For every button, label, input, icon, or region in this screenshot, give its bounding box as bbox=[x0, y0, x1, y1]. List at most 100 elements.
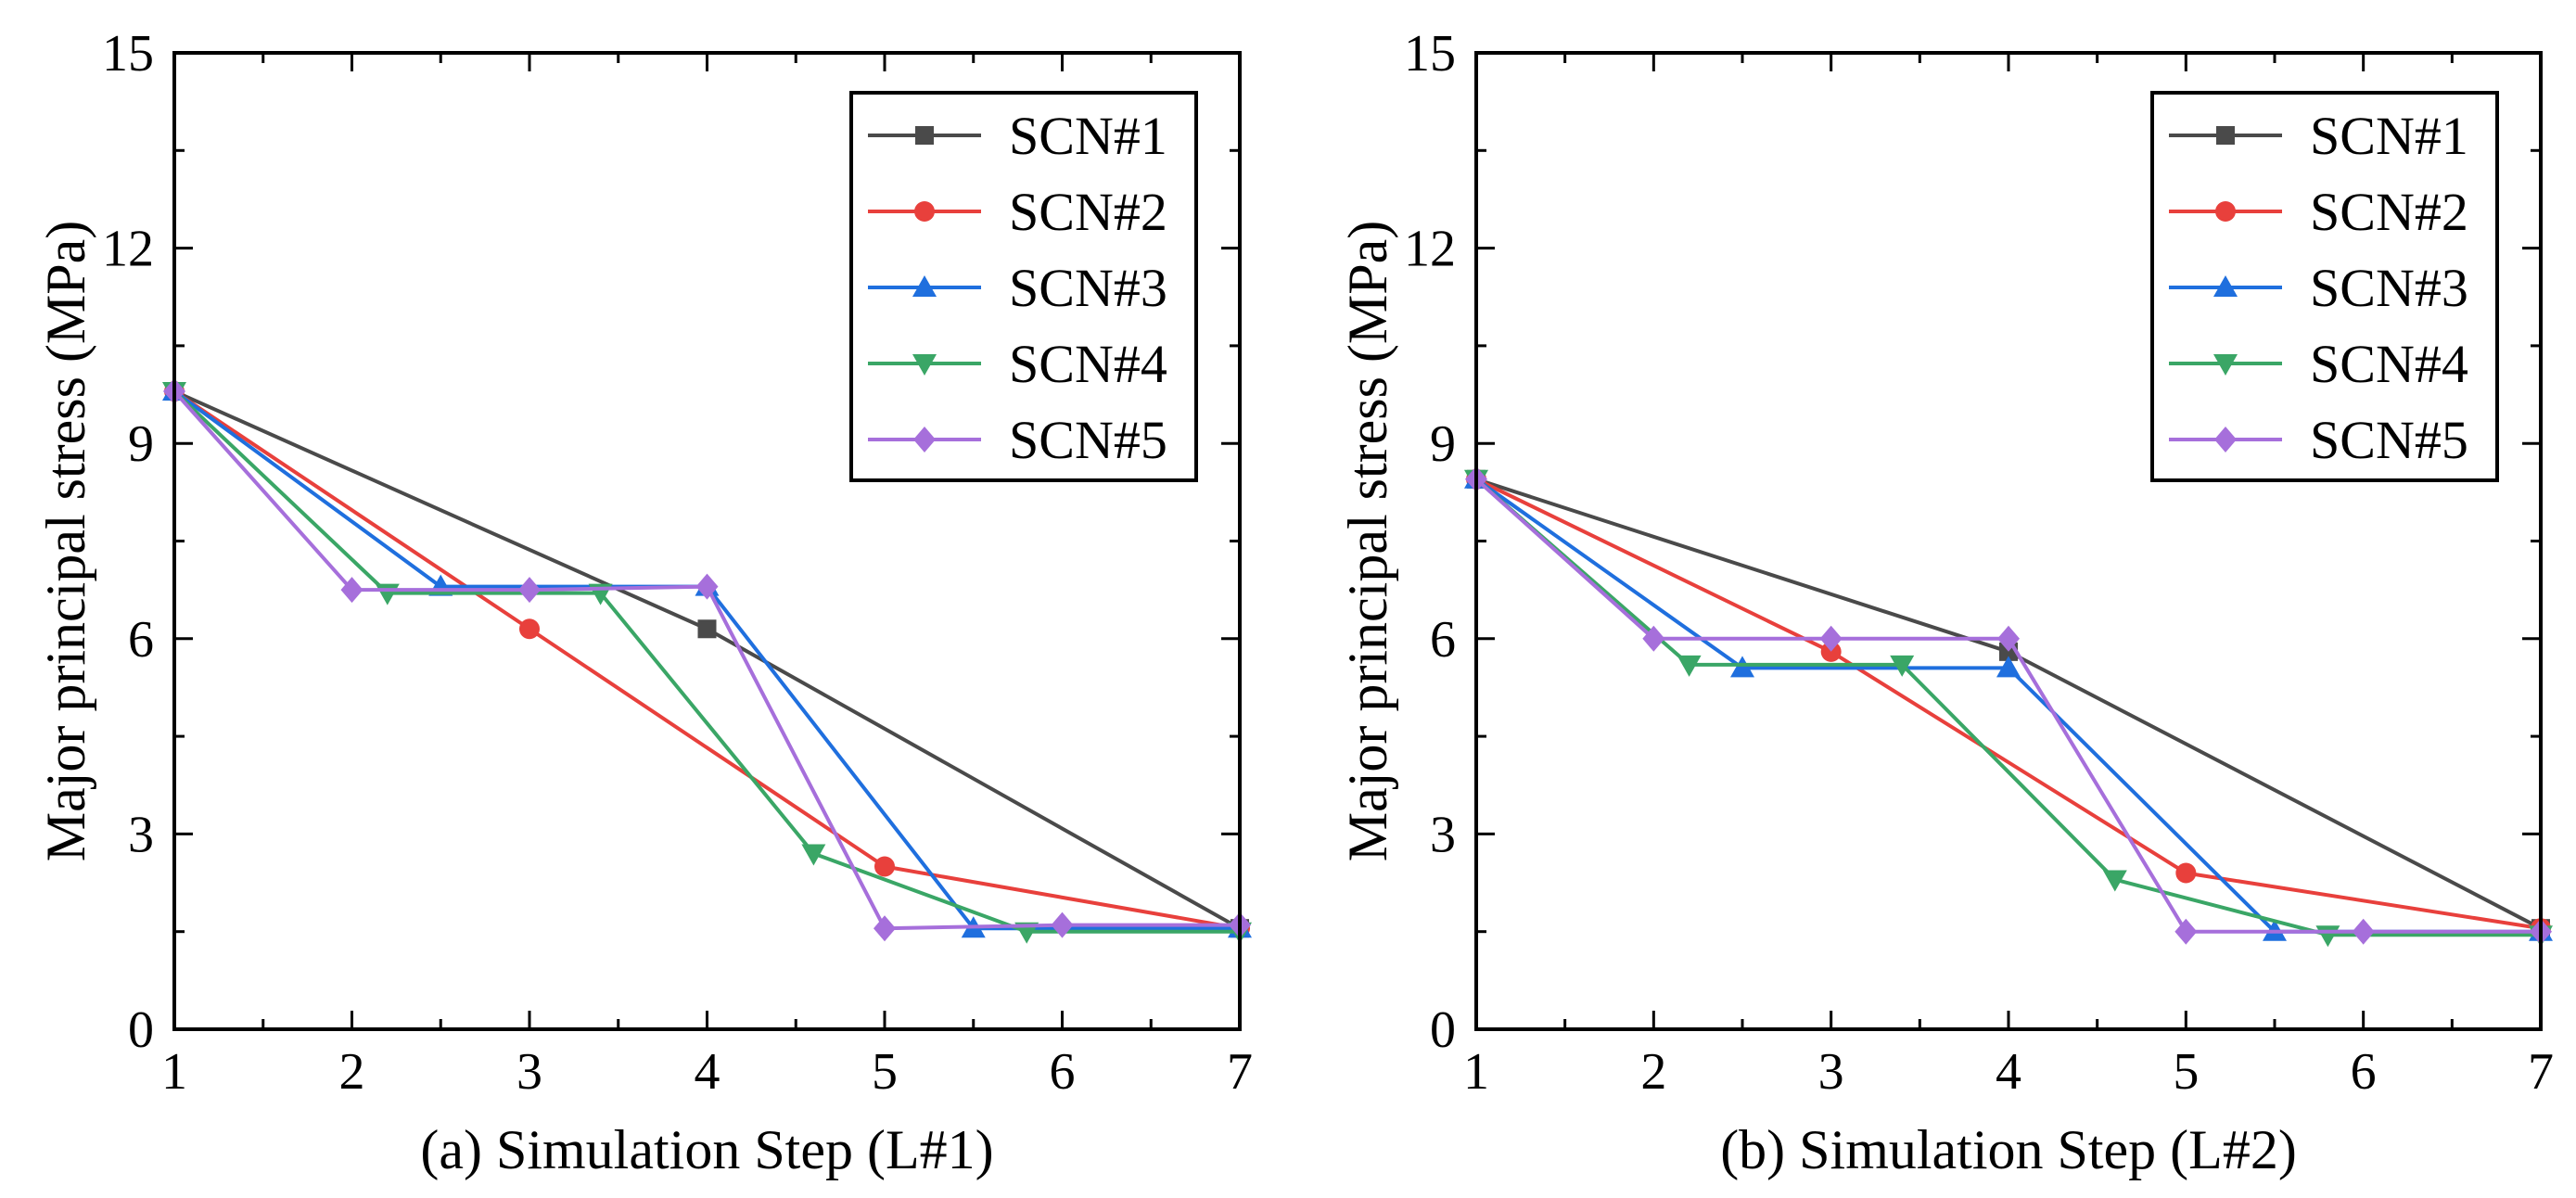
legend-marker bbox=[915, 126, 934, 145]
x-tick-label: 5 bbox=[2173, 1043, 2199, 1101]
chart-b-frame bbox=[1474, 51, 2543, 1031]
legend-item: SCN#3 bbox=[2169, 258, 2468, 318]
chart-b-ylabel: Major principal stress (MPa) bbox=[1337, 221, 1398, 862]
x-tick-label: 3 bbox=[516, 1043, 542, 1101]
data-point bbox=[1819, 625, 1843, 652]
series-SCN#3 bbox=[1464, 466, 2553, 941]
data-point bbox=[2102, 870, 2127, 892]
x-tick-label: 7 bbox=[2528, 1043, 2554, 1101]
legend-item: SCN#2 bbox=[868, 182, 1167, 242]
legend-marker bbox=[914, 201, 935, 222]
legend-label: SCN#2 bbox=[2310, 182, 2468, 242]
data-point bbox=[1890, 655, 1915, 677]
x-tick-label: 3 bbox=[1818, 1043, 1844, 1101]
data-point bbox=[874, 856, 895, 877]
series-line bbox=[172, 389, 1241, 931]
legend-marker bbox=[912, 275, 937, 297]
x-tick-label: 4 bbox=[1996, 1043, 2021, 1101]
legend-item: SCN#4 bbox=[868, 334, 1167, 394]
y-tick-label: 12 bbox=[1404, 221, 1456, 278]
series-line bbox=[1474, 478, 2541, 937]
legend-item: SCN#1 bbox=[2169, 106, 2468, 166]
y-tick-label: 15 bbox=[102, 25, 154, 83]
data-point bbox=[2174, 918, 2198, 945]
data-point bbox=[1820, 641, 1842, 662]
legend-label: SCN#4 bbox=[2310, 334, 2468, 394]
legend-label: SCN#1 bbox=[2310, 106, 2468, 166]
chart-a-frame bbox=[172, 51, 1242, 1031]
y-tick-label: 3 bbox=[1430, 806, 1456, 863]
data-point bbox=[801, 844, 826, 866]
data-point bbox=[695, 573, 719, 600]
legend-label: SCN#3 bbox=[2310, 258, 2468, 318]
chart-b-xlabel: (b) Simulation Step (L#2) bbox=[1720, 1119, 2297, 1180]
data-point bbox=[697, 619, 717, 639]
legend-marker bbox=[912, 354, 937, 376]
legend-marker bbox=[2213, 275, 2238, 297]
series-SCN#4 bbox=[1464, 469, 2553, 948]
legend-label: SCN#3 bbox=[1009, 258, 1167, 318]
legend-label: SCN#4 bbox=[1009, 334, 1167, 394]
data-point bbox=[519, 618, 540, 640]
chart-a-xlabel: (a) Simulation Step (L#1) bbox=[420, 1119, 993, 1180]
y-tick-label: 6 bbox=[1430, 611, 1456, 669]
legend-marker bbox=[2213, 354, 2238, 376]
legend-label: SCN#1 bbox=[1009, 106, 1167, 166]
series-line bbox=[1474, 478, 2541, 934]
legend-marker bbox=[2215, 201, 2236, 222]
legend-item: SCN#2 bbox=[2169, 182, 2468, 242]
series-SCN#5 bbox=[1465, 465, 2552, 945]
series-line bbox=[1475, 477, 2542, 930]
legend-item: SCN#5 bbox=[2169, 410, 2468, 470]
data-point bbox=[518, 577, 541, 604]
x-tick-label: 6 bbox=[1050, 1043, 1076, 1101]
y-tick-label: 12 bbox=[102, 221, 154, 278]
y-tick-label: 3 bbox=[128, 806, 154, 863]
x-tick-label: 2 bbox=[1640, 1043, 1666, 1101]
chart-a-legend: SCN#1 SCN#2 SCN#3 SCN#4 SCN#5 bbox=[849, 91, 1198, 482]
series-SCN#2 bbox=[1466, 468, 2551, 939]
x-tick-label: 6 bbox=[2351, 1043, 2377, 1101]
series-line bbox=[1475, 478, 2542, 931]
data-point bbox=[2352, 918, 2375, 945]
data-point bbox=[1051, 911, 1074, 938]
legend-marker bbox=[2216, 126, 2235, 145]
x-tick-label: 2 bbox=[339, 1043, 365, 1101]
legend-marker bbox=[913, 427, 936, 452]
x-tick-label: 1 bbox=[1463, 1043, 1489, 1101]
legend-label: SCN#5 bbox=[1009, 410, 1167, 470]
data-point bbox=[1730, 656, 1754, 678]
legend-marker bbox=[2214, 427, 2237, 452]
chart-b-ticks bbox=[1474, 51, 2543, 1031]
data-point bbox=[340, 577, 363, 604]
data-point bbox=[874, 915, 896, 942]
chart-b-legend: SCN#1 SCN#2 SCN#3 SCN#4 SCN#5 bbox=[2150, 91, 2499, 482]
x-tick-label: 5 bbox=[872, 1043, 898, 1101]
chart-b-series bbox=[1464, 465, 2553, 948]
data-point bbox=[1997, 625, 2020, 652]
data-point bbox=[1996, 656, 2021, 678]
legend-item: SCN#1 bbox=[868, 106, 1167, 166]
y-tick-label: 9 bbox=[1430, 415, 1456, 473]
y-tick-label: 0 bbox=[1430, 1001, 1456, 1059]
x-tick-label: 7 bbox=[1227, 1043, 1253, 1101]
series-line bbox=[1474, 478, 2541, 934]
x-tick-label: 4 bbox=[695, 1043, 721, 1101]
legend-label: SCN#2 bbox=[1009, 182, 1167, 242]
y-tick-label: 0 bbox=[128, 1001, 154, 1059]
data-point bbox=[1642, 625, 1665, 652]
y-tick-label: 6 bbox=[128, 611, 154, 669]
legend-label: SCN#5 bbox=[2310, 410, 2468, 470]
y-tick-label: 9 bbox=[128, 415, 154, 473]
data-point bbox=[1677, 655, 1702, 677]
x-tick-label: 1 bbox=[161, 1043, 187, 1101]
legend-item: SCN#3 bbox=[868, 258, 1167, 318]
chart-a-ylabel: Major principal stress (MPa) bbox=[35, 221, 96, 862]
legend-item: SCN#4 bbox=[2169, 334, 2468, 394]
